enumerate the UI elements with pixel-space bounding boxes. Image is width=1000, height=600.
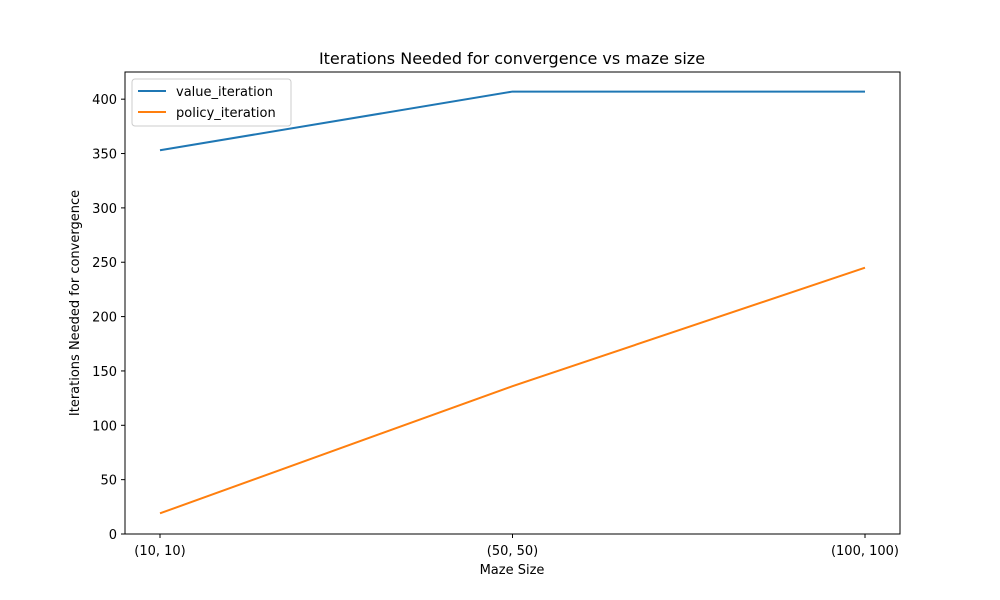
y-axis-ticks: 0 50 100 150 200 250 300 350 400 bbox=[92, 93, 125, 543]
y-tick-label: 200 bbox=[92, 311, 117, 326]
legend-box bbox=[131, 78, 292, 127]
y-tick-label: 250 bbox=[92, 256, 117, 271]
legend-label-value-iteration: value_iteration bbox=[176, 85, 273, 100]
y-tick-label: 150 bbox=[92, 365, 117, 380]
y-tick-label: 400 bbox=[92, 93, 117, 108]
x-axis-ticks: (10, 10) (50, 50) (100, 100) bbox=[134, 534, 899, 559]
legend-label-policy-iteration: policy_iteration bbox=[176, 106, 276, 121]
y-tick-label: 350 bbox=[92, 148, 117, 163]
x-tick-label: (50, 50) bbox=[487, 544, 539, 559]
legend: value_iteration policy_iteration bbox=[131, 78, 292, 127]
y-axis-label: Iterations Needed for convergence bbox=[68, 190, 83, 416]
y-tick-label: 300 bbox=[92, 202, 117, 217]
y-tick-label: 50 bbox=[100, 474, 117, 489]
x-axis-label: Maze Size bbox=[480, 563, 545, 578]
y-tick-label: 0 bbox=[109, 528, 117, 543]
chart-title: Iterations Needed for convergence vs maz… bbox=[319, 49, 705, 68]
series-lines bbox=[159, 90, 866, 515]
x-tick-label: (10, 10) bbox=[134, 544, 186, 559]
plot-area-frame bbox=[124, 71, 901, 535]
x-tick-label: (100, 100) bbox=[831, 544, 899, 559]
y-tick-label: 100 bbox=[92, 419, 117, 434]
